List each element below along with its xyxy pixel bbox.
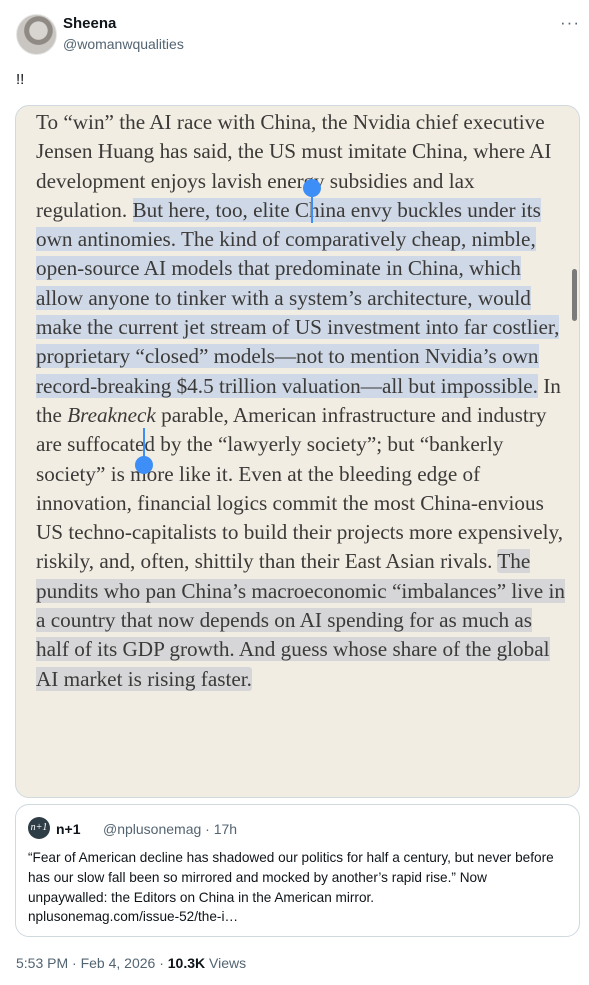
quoted-text-body: “Fear of American decline has shadowed o… xyxy=(28,850,554,905)
book-passage: To “win” the AI race with China, the Nvi… xyxy=(36,108,566,694)
passage-selected-text: But here, too, elite China envy buckles … xyxy=(36,197,560,398)
selection-end-cursor xyxy=(143,428,145,460)
more-options-icon[interactable]: ··· xyxy=(560,13,580,32)
attached-image-card[interactable]: To “win” the AI race with China, the Nvi… xyxy=(15,105,580,798)
scrollbar-thumb[interactable] xyxy=(572,269,577,321)
quoted-avatar[interactable]: n+1 xyxy=(28,817,50,839)
author-avatar[interactable] xyxy=(16,14,57,55)
quoted-tweet-text: “Fear of American decline has shadowed o… xyxy=(28,848,568,927)
views-count: 10.3K xyxy=(167,955,206,971)
tweet-timestamp[interactable]: 5:53 PM · Feb 4, 2026 · xyxy=(16,955,168,971)
passage-italic-title: Breakneck xyxy=(67,402,156,427)
views-label: Views xyxy=(205,955,247,971)
quoted-tweet-card[interactable]: n+1 n+1 @nplusonemag · 17h “Fear of Amer… xyxy=(15,804,580,937)
author-name[interactable]: Sheena xyxy=(63,15,117,32)
passage-text-mid-a: In the xyxy=(36,373,561,427)
quoted-handle-time[interactable]: @nplusonemag · 17h xyxy=(103,821,238,837)
passage-text-mid-b: parable, American infrastructure and ind… xyxy=(36,402,564,574)
selection-start-handle-icon[interactable] xyxy=(303,179,321,197)
selection-end-handle-icon[interactable] xyxy=(135,456,153,474)
quoted-author-name[interactable]: n+1 xyxy=(56,821,81,837)
tweet-text: !! xyxy=(16,71,25,88)
selection-start-cursor xyxy=(311,191,313,223)
passage-text-pre: To “win” the AI race with China, the Nvi… xyxy=(36,110,552,222)
quoted-link[interactable]: nplusonemag.com/issue-52/the-i… xyxy=(28,909,239,925)
author-handle[interactable]: @womanwqualities xyxy=(63,36,184,52)
tweet-meta: 5:53 PM · Feb 4, 2026 · 10.3K Views xyxy=(16,955,246,971)
